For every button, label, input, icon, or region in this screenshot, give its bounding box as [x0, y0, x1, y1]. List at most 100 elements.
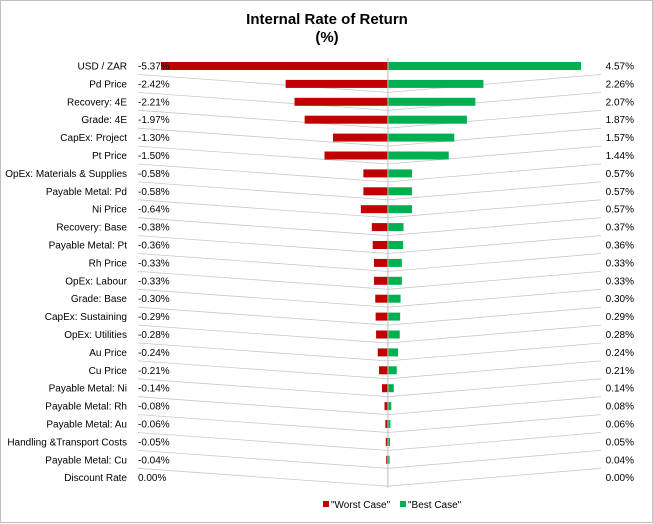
gridline [137, 145, 388, 165]
legend-best-swatch [400, 501, 406, 507]
bar-best-case [387, 402, 392, 411]
best-case-value-label: 1.57% [606, 133, 634, 144]
bar-worst-case [376, 330, 388, 339]
category-label: Au Price [89, 348, 127, 359]
bar-best-case [387, 115, 467, 124]
best-case-value-label: 0.00% [606, 473, 634, 484]
worst-case-value-label: -0.06% [138, 420, 170, 431]
gridline [387, 432, 602, 451]
legend: "Worst Case" "Best Case" [323, 500, 462, 511]
best-case-value-label: 0.33% [606, 276, 634, 287]
best-case-value-label: 2.26% [606, 79, 634, 90]
gridline [137, 181, 388, 201]
worst-case-value-label: -0.64% [138, 205, 170, 216]
category-label: Handling &Transport Costs [7, 437, 127, 448]
best-case-value-label: 0.14% [606, 384, 634, 395]
worst-case-value-label: -1.97% [138, 115, 170, 126]
gridline [137, 396, 388, 415]
worst-case-value-label: -0.36% [138, 241, 170, 252]
legend-best-label: "Best Case" [408, 500, 462, 511]
worst-case-value-label: -0.04% [138, 455, 170, 466]
gridline [137, 163, 388, 183]
worst-case-value-label: -0.58% [138, 169, 170, 180]
best-case-value-label: 0.08% [606, 402, 634, 413]
bar-worst-case [373, 258, 388, 267]
category-label: Payable Metal: Ni [49, 384, 127, 395]
gridline [387, 450, 602, 469]
bar-best-case [387, 276, 402, 285]
category-label: CapEx: Sustaining [45, 312, 127, 323]
bar-worst-case [377, 348, 388, 357]
bar-best-case [387, 330, 400, 339]
best-case-value-label: 0.36% [606, 241, 634, 252]
gridline [387, 288, 602, 308]
bar-best-case [387, 62, 581, 70]
best-case-value-label: 0.29% [606, 312, 634, 323]
bar-worst-case [161, 62, 388, 70]
best-case-value-label: 0.05% [606, 437, 634, 448]
bar-best-case [387, 294, 401, 303]
gridline [387, 342, 602, 362]
gridline [387, 467, 602, 487]
best-case-value-label: 0.57% [606, 169, 634, 180]
bar-worst-case [363, 169, 388, 178]
gridline [387, 92, 602, 111]
worst-case-value-label: -0.28% [138, 330, 170, 341]
gridline [387, 360, 602, 380]
gridlines [137, 74, 602, 487]
worst-case-value-label: -1.50% [138, 151, 170, 162]
category-label: Recovery: Base [56, 223, 127, 234]
bar-best-case [387, 312, 401, 321]
bar-best-case [387, 97, 476, 106]
bar-best-case [387, 169, 412, 178]
category-label: Payable Metal: Au [46, 420, 127, 431]
category-label: Ni Price [92, 205, 127, 216]
best-case-value-label: 0.28% [606, 330, 634, 341]
bar-worst-case [372, 241, 388, 249]
bar-best-case [387, 455, 390, 464]
bar-best-case [387, 420, 391, 428]
bars [161, 62, 581, 464]
best-case-value-label: 1.87% [606, 115, 634, 126]
category-label: Grade: Base [71, 294, 128, 305]
gridline [137, 306, 388, 326]
bar-best-case [387, 348, 399, 357]
gridline [387, 74, 602, 93]
category-label: Rh Price [89, 258, 128, 269]
category-label: OpEx: Labour [65, 276, 127, 287]
category-label: Grade: 4E [81, 115, 127, 126]
gridline [137, 271, 388, 290]
best-case-value-label: 1.44% [606, 151, 634, 162]
chart-subtitle: (%) [315, 29, 338, 46]
best-case-value-label: 0.33% [606, 258, 634, 269]
bar-best-case [387, 241, 404, 249]
gridline [387, 306, 602, 326]
bar-best-case [387, 79, 484, 88]
bar-worst-case [379, 366, 388, 375]
gridline [387, 378, 602, 398]
category-label: Pd Price [89, 79, 127, 90]
best-case-value-label: 0.37% [606, 223, 634, 234]
best-case-value-label: 0.30% [606, 294, 634, 305]
gridline [387, 181, 602, 201]
bar-best-case [387, 187, 412, 196]
gridline [387, 127, 602, 147]
bar-worst-case [285, 79, 388, 88]
worst-case-value-label: -0.29% [138, 312, 170, 323]
gridline [387, 324, 602, 344]
bar-worst-case [384, 402, 388, 411]
bar-worst-case [363, 187, 388, 196]
bar-worst-case [304, 115, 388, 124]
bar-worst-case [373, 276, 388, 285]
worst-case-value-label: -0.05% [138, 437, 170, 448]
bar-best-case [387, 258, 402, 267]
gridline [137, 217, 388, 236]
best-case-value-label: 4.57% [606, 62, 634, 73]
gridline [137, 127, 388, 147]
gridline [387, 217, 602, 236]
bar-worst-case [375, 312, 388, 321]
gridline [137, 450, 388, 469]
bar-worst-case [381, 384, 388, 393]
